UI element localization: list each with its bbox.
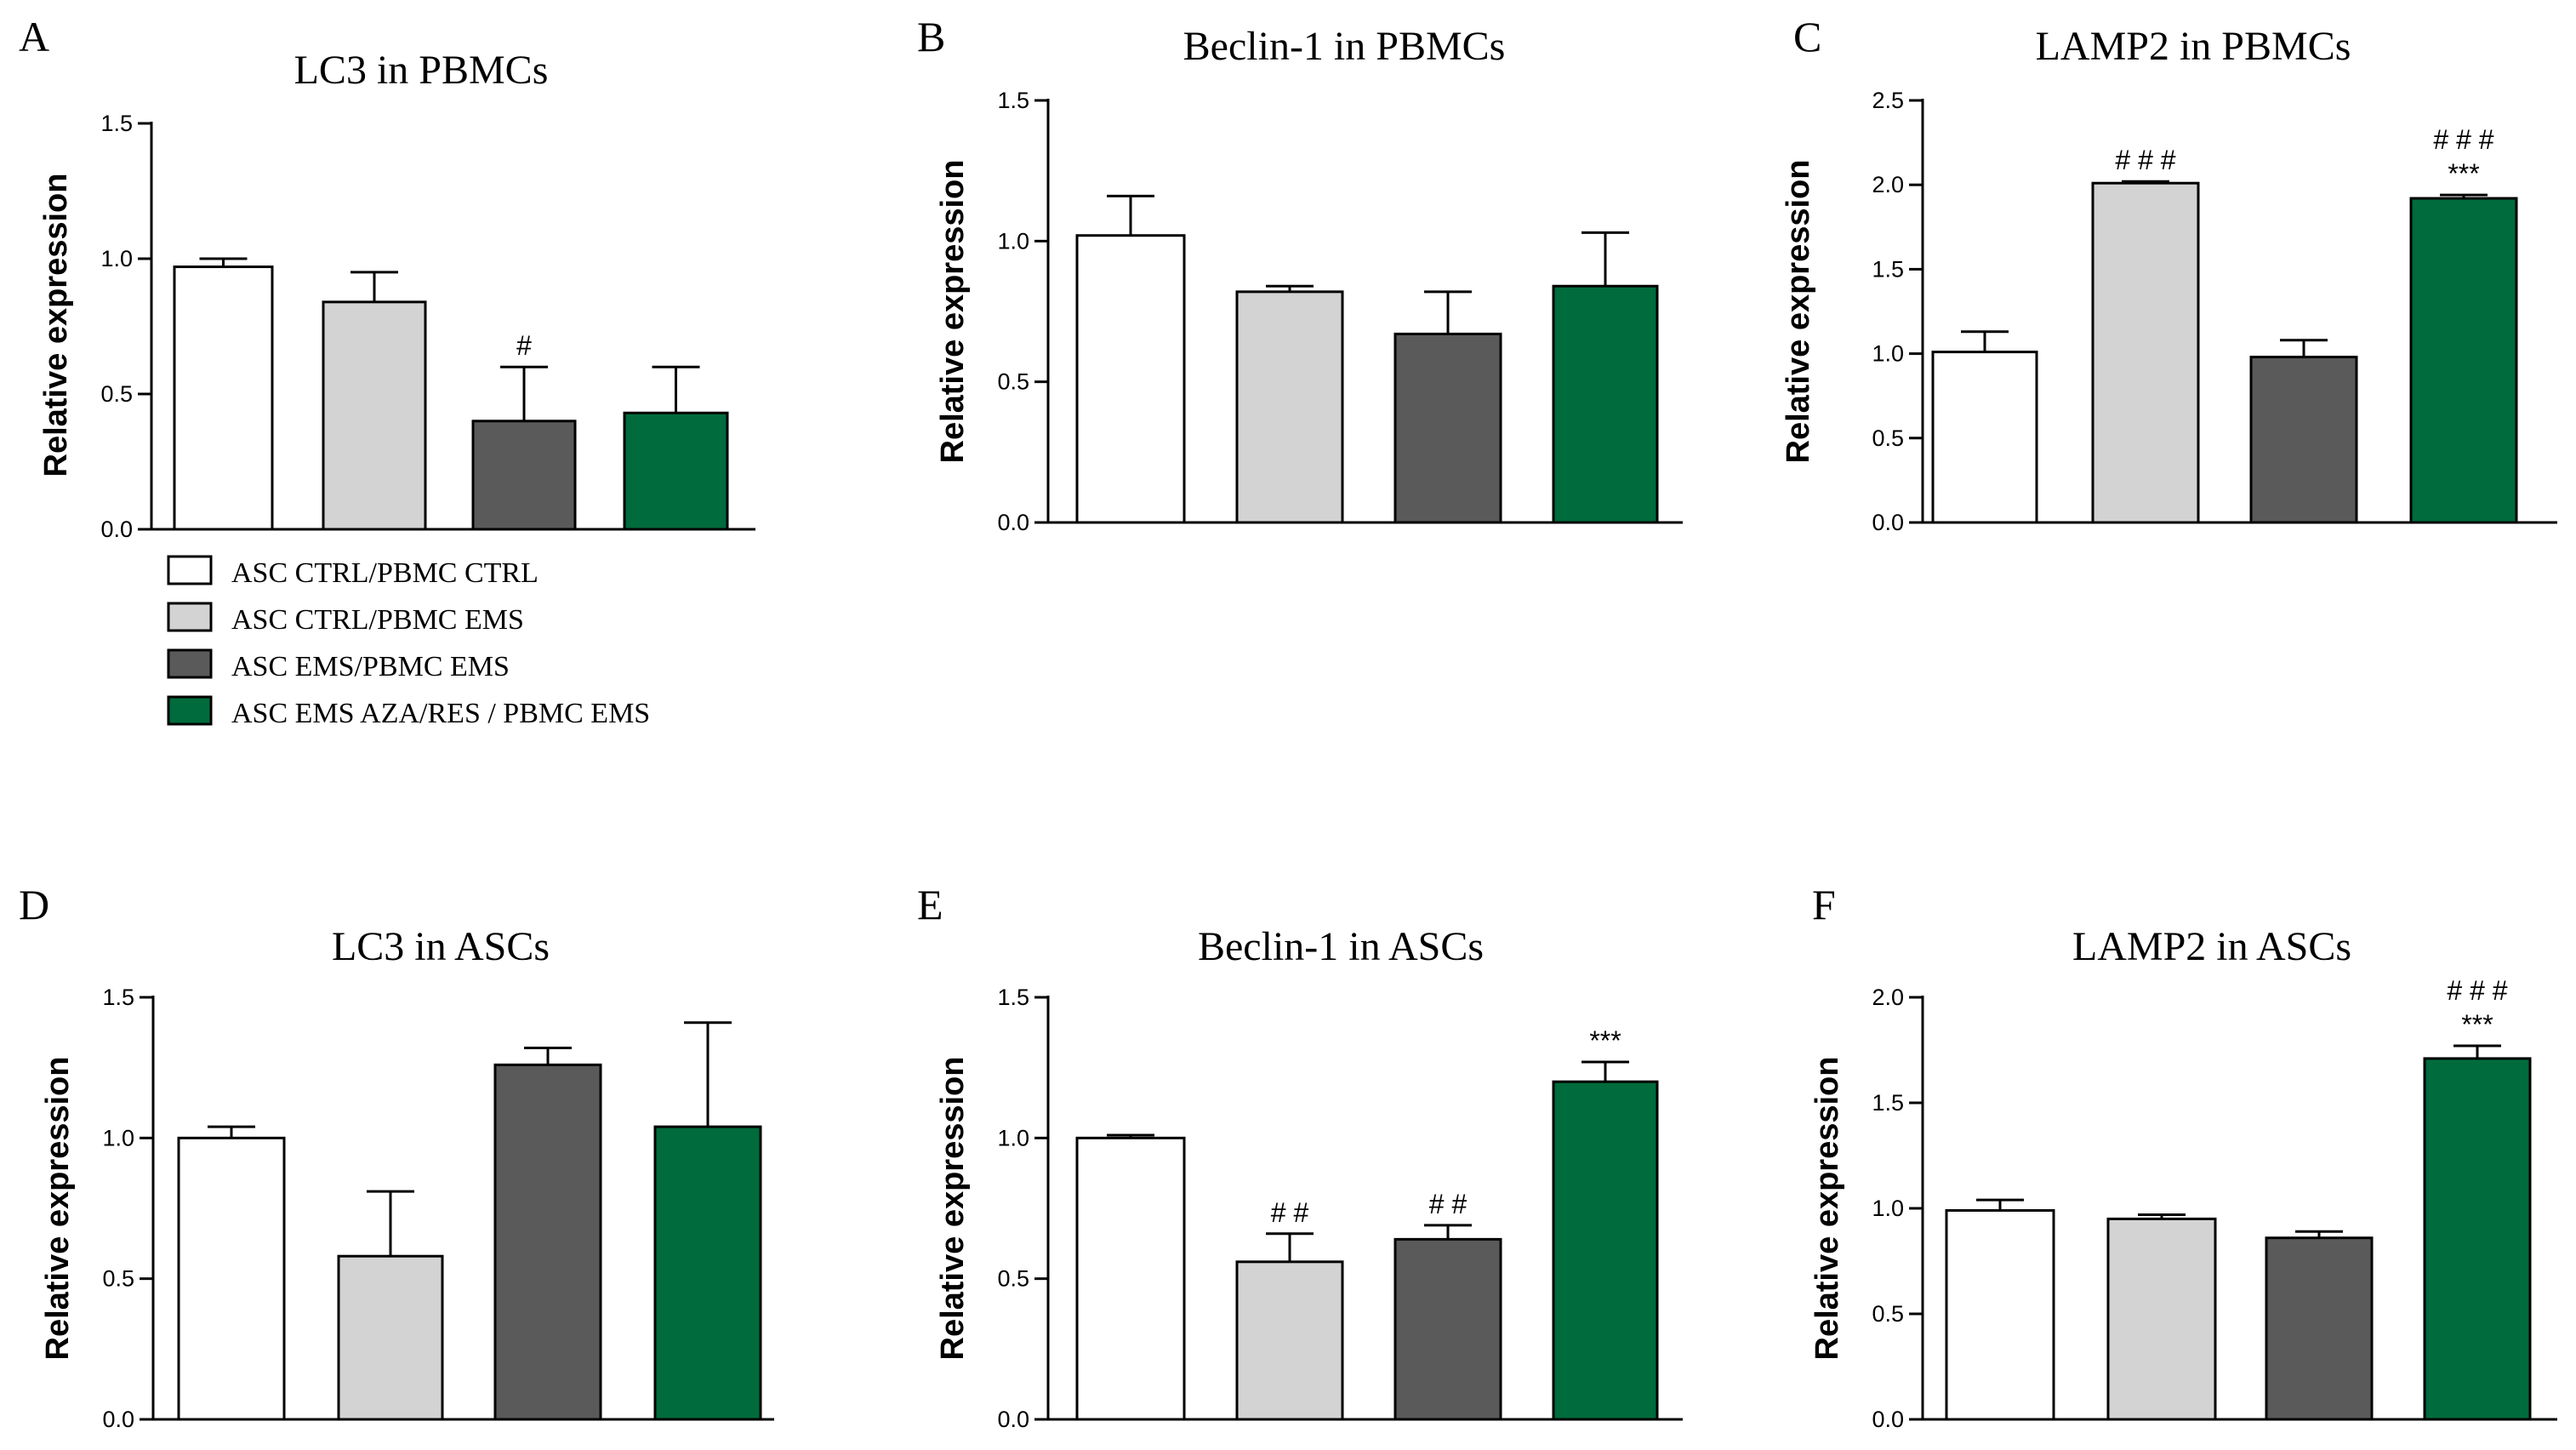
y-tick-label: 1.5 (997, 985, 1029, 1010)
y-tick-label: 0.0 (102, 1407, 134, 1432)
bar (653, 1125, 762, 1421)
y-tick-label: 0.5 (102, 1266, 134, 1292)
y-tick-label: 1.5 (1872, 1090, 1904, 1116)
y-tick-label: 1.5 (102, 985, 134, 1010)
legend-label: ASC CTRL/PBMC EMS (231, 604, 524, 636)
bar (1945, 1208, 2055, 1421)
y-tick-label: 1.0 (1872, 341, 1904, 367)
chart-panel-c: C LAMP2 in PBMCs Relative expression # # # #… (1781, 13, 2557, 535)
significance-annotation: # # (1429, 1189, 1468, 1219)
bar (1075, 234, 1186, 524)
y-tick-label: 0.5 (997, 1266, 1029, 1292)
bar (2423, 1057, 2532, 1421)
y-tick-label: 0.0 (1872, 1407, 1904, 1432)
panel-letter: C (1793, 13, 1821, 60)
bar (1075, 1136, 1186, 1421)
significance-annotation: # # # (2447, 975, 2507, 1006)
panel-letter: F (1812, 881, 1836, 928)
legend-label: ASC EMS AZA/RES / PBMC EMS (231, 698, 650, 729)
bar (1235, 1260, 1344, 1421)
bar (2106, 1217, 2217, 1421)
y-tick-label: 1.5 (100, 111, 133, 136)
bar (1235, 290, 1344, 524)
bar (1931, 351, 2038, 524)
y-tick-label: 0.0 (997, 1407, 1029, 1432)
legend-item: ASC EMS AZA/RES / PBMC EMS (167, 695, 650, 729)
chart-panel-e: E Beclin-1 in ASCs Relative expression # # #… (917, 881, 1683, 1432)
bar (1552, 284, 1659, 524)
bar (2265, 1236, 2374, 1421)
legend-item: ASC CTRL/PBMC CTRL (167, 555, 539, 589)
bar (337, 1254, 444, 1421)
chart-panel-f: F LAMP2 in ASCs Relative expression # # #**… (1809, 881, 2557, 1432)
y-tick-label: 1.5 (997, 88, 1029, 113)
significance-annotation: # (516, 330, 532, 361)
bar (1393, 1237, 1502, 1421)
bar (177, 1136, 286, 1421)
bar (2091, 181, 2200, 524)
chart-title: Beclin-1 in PBMCs (1183, 24, 1506, 69)
chart-panels: A LC3 in PBMCs Relative expression #0.0 0.5 1… (19, 13, 2557, 1432)
y-tick-label: 0.0 (100, 517, 133, 542)
significance-annotation: # # # (2115, 145, 2175, 175)
y-tick-label: 0.5 (100, 381, 133, 407)
chart-panel-b: B Beclin-1 in PBMCs Relative expression 0.0… (917, 13, 1683, 535)
bar (1393, 332, 1502, 524)
y-tick-label: 2.0 (1872, 172, 1904, 197)
y-axis-label: Relative expression (38, 174, 74, 477)
legend-swatch (167, 555, 213, 585)
legend-item: ASC EMS/PBMC EMS (167, 648, 510, 682)
panel-letter: B (917, 13, 945, 60)
legend-swatch (167, 695, 213, 726)
y-tick-label: 1.0 (997, 1125, 1029, 1150)
y-tick-label: 1.0 (100, 246, 133, 271)
significance-annotation: # # (1271, 1197, 1309, 1228)
panel-letter: A (19, 13, 49, 60)
y-tick-label: 0.0 (997, 510, 1029, 535)
y-tick-label: 1.0 (1872, 1196, 1904, 1221)
y-axis-label: Relative expression (1809, 1057, 1845, 1361)
legend-swatch (167, 602, 213, 632)
legend-label: ASC CTRL/PBMC CTRL (231, 557, 539, 589)
bar (173, 265, 274, 531)
chart-title: LC3 in ASCs (332, 924, 550, 969)
bar (2249, 356, 2358, 524)
chart-title: LC3 in PBMCs (294, 48, 549, 93)
y-tick-label: 2.0 (1872, 985, 1904, 1010)
panel-letter: E (917, 881, 943, 928)
chart-panel-d: D LC3 in ASCs Relative expression 0.0 0.5 1.0… (19, 881, 774, 1432)
y-axis-label: Relative expression (40, 1057, 76, 1361)
legend-swatch (167, 648, 213, 679)
legend: ASC CTRL/PBMC CTRL ASC CTRL/PBMC EMS ASC E… (167, 555, 650, 729)
y-tick-label: 0.5 (997, 369, 1029, 395)
legend-label: ASC EMS/PBMC EMS (231, 651, 510, 682)
legend-item: ASC CTRL/PBMC EMS (167, 602, 524, 636)
y-tick-label: 2.5 (1872, 88, 1904, 113)
y-axis-label: Relative expression (1781, 160, 1816, 464)
bar (493, 1063, 602, 1421)
bar (1552, 1080, 1659, 1421)
y-tick-label: 0.0 (1872, 510, 1904, 535)
chart-title: LAMP2 in PBMCs (2036, 24, 2351, 69)
y-tick-label: 0.5 (1872, 1301, 1904, 1327)
significance-annotation: *** (2448, 158, 2479, 189)
bar (322, 300, 427, 531)
bar (2409, 197, 2518, 524)
y-tick-label: 1.0 (997, 228, 1029, 254)
y-axis-label: Relative expression (935, 160, 971, 464)
y-tick-label: 0.5 (1872, 425, 1904, 451)
significance-annotation: *** (2461, 1009, 2493, 1040)
chart-panel-a: A LC3 in PBMCs Relative expression #0.0 0.5 1… (19, 13, 755, 542)
chart-title: Beclin-1 in ASCs (1198, 924, 1484, 969)
y-axis-label: Relative expression (935, 1057, 971, 1361)
significance-annotation: *** (1589, 1025, 1621, 1056)
bar (471, 420, 577, 531)
y-tick-label: 1.0 (102, 1125, 134, 1150)
y-tick-label: 1.5 (1872, 256, 1904, 282)
bar (623, 411, 729, 531)
significance-annotation: # # # (2433, 124, 2493, 155)
panel-letter: D (19, 881, 49, 928)
chart-title: LAMP2 in ASCs (2072, 924, 2351, 969)
